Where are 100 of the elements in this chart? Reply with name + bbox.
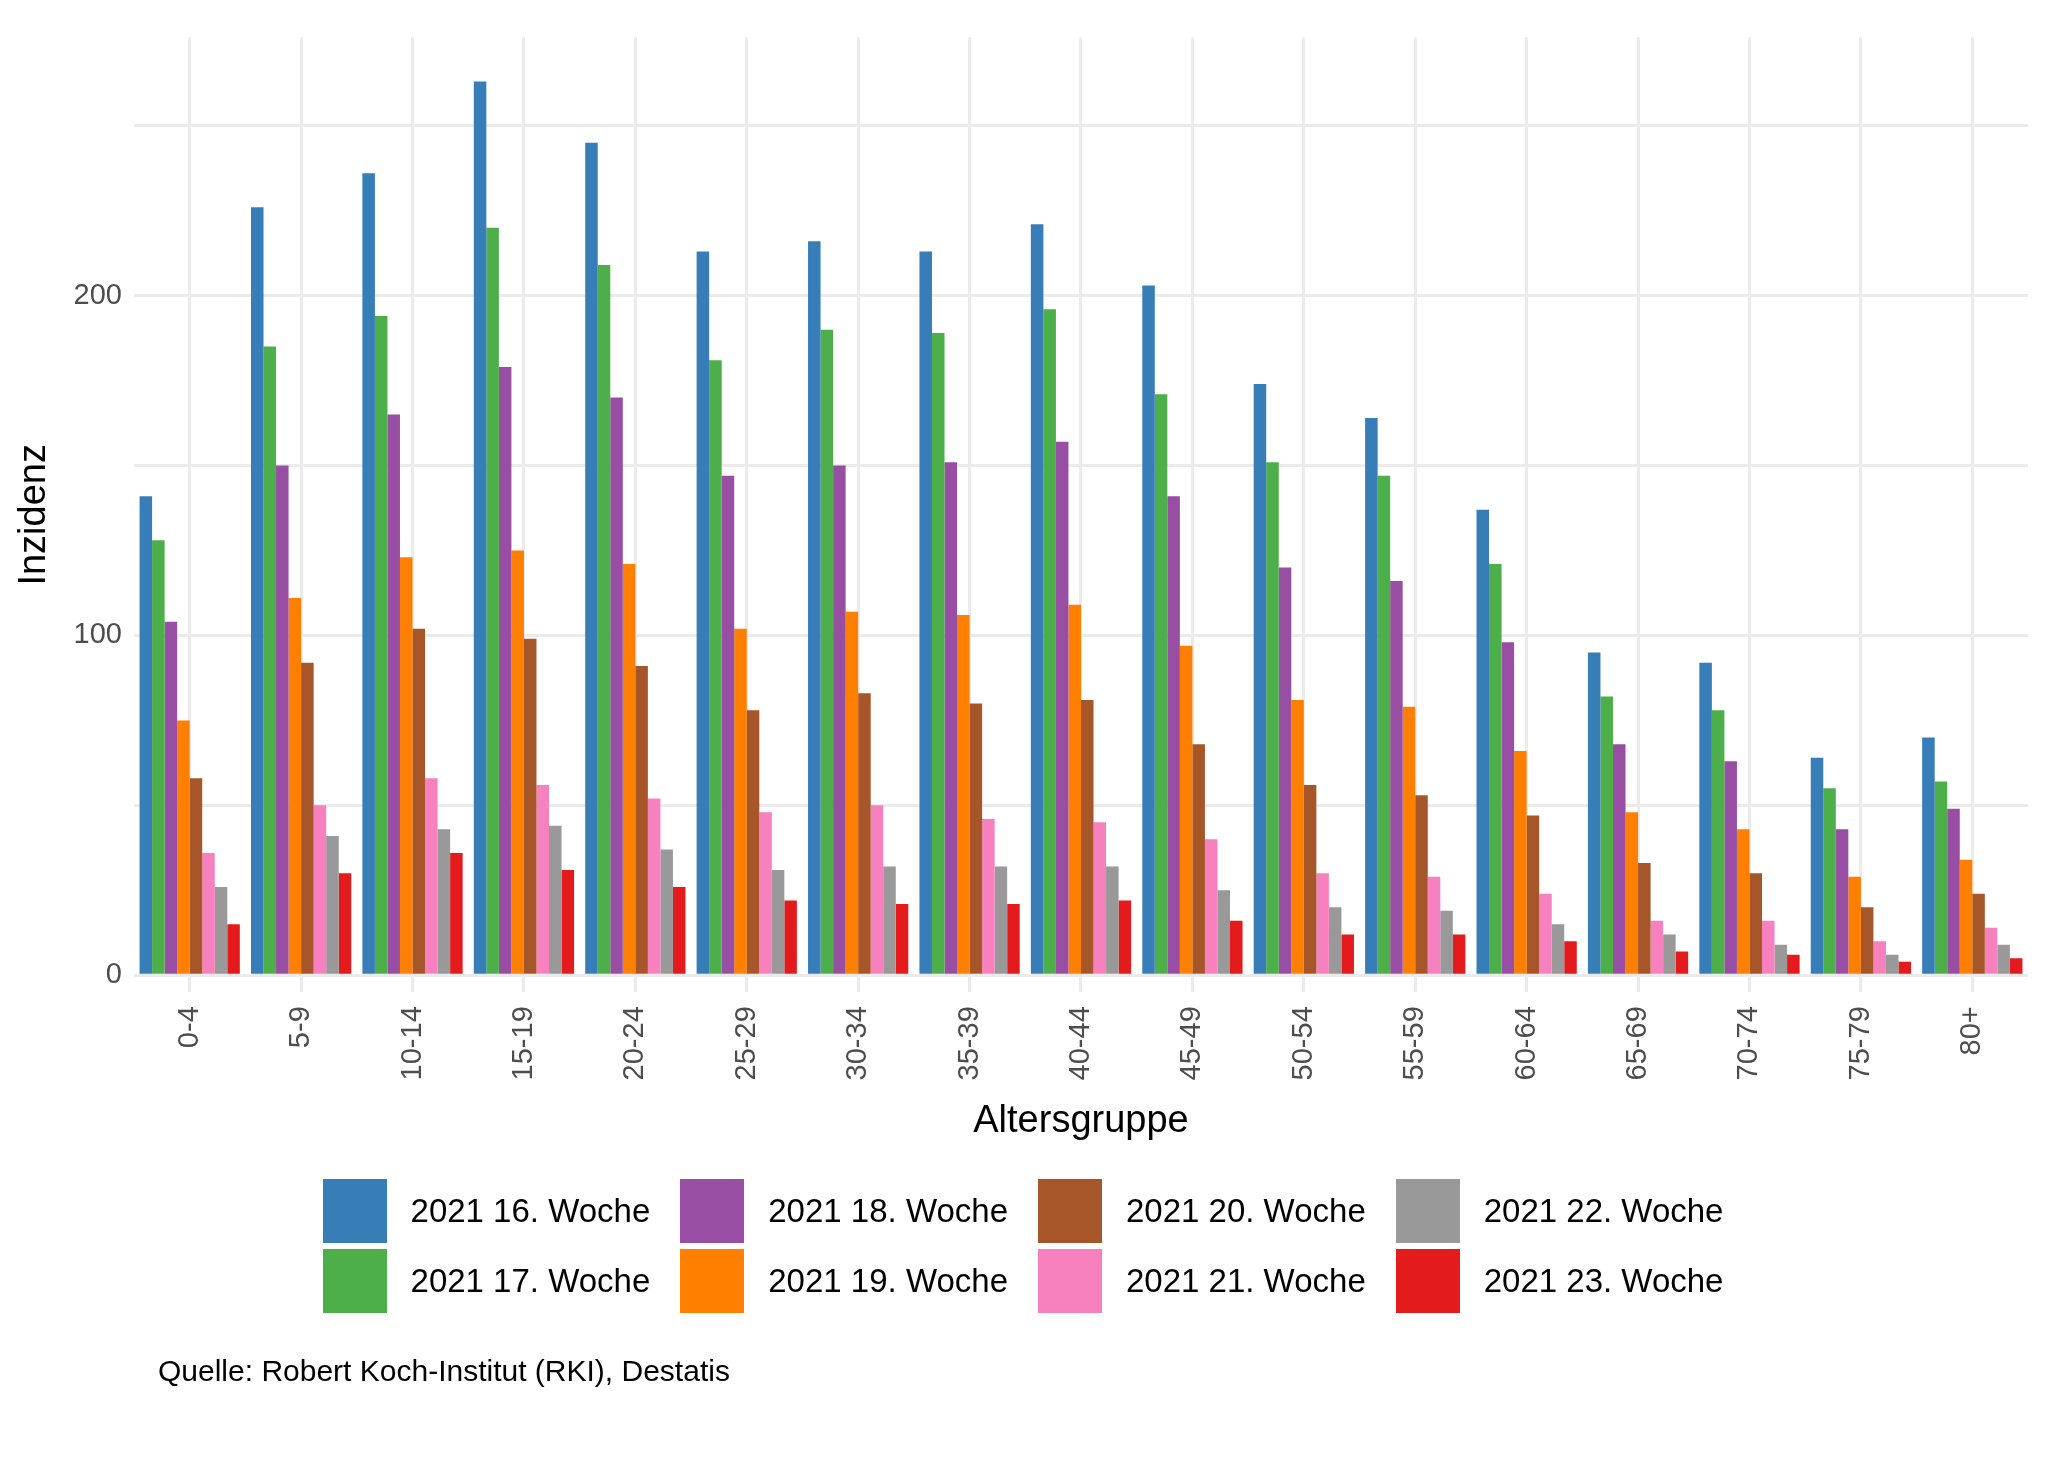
bar [784,900,797,974]
bar [1860,907,1874,974]
y-tick-label: 0 [105,957,122,990]
bar [957,615,970,974]
bar [833,465,846,974]
bar [362,173,375,974]
source-note: Quelle: Robert Koch-Institut (RKI), Destatis [158,1354,731,1388]
x-tick-label: 5-9 [283,1006,316,1049]
bar [1068,604,1081,974]
bar [1440,910,1453,974]
y-axis-title: Inzidenz [11,444,54,586]
bar [164,621,178,974]
x-tick-label: 70-74 [1731,1006,1764,1081]
legend-label: 2021 16. Woche [410,1192,651,1230]
bar [263,346,277,974]
bar [1217,890,1231,974]
bar [1638,863,1651,974]
bar [1762,920,1775,974]
bar [982,818,995,974]
bar [1600,696,1613,974]
bar [1526,815,1540,974]
x-tick-label: 15-19 [505,1006,538,1081]
legend-label: 2021 19. Woche [768,1262,1008,1300]
bar [647,798,661,974]
bar [1749,873,1762,974]
bar [1106,866,1119,974]
bar [1341,934,1354,974]
bar [1402,706,1416,974]
x-tick-label: 50-54 [1285,1006,1318,1081]
bar [374,316,388,974]
bar [561,869,575,974]
x-tick-label: 60-64 [1508,1006,1541,1081]
bar [139,496,153,974]
legend-label: 2021 17. Woche [410,1262,651,1300]
bar [511,550,524,974]
bar [1587,652,1601,974]
bar [820,329,834,974]
bar [437,829,451,974]
bar [1093,822,1107,974]
bar [1501,642,1515,974]
bar [672,886,686,974]
x-tick-label: 35-39 [951,1006,984,1081]
bar [1303,784,1317,974]
bar [227,924,240,974]
bar [399,557,413,974]
bar [1377,475,1391,974]
bar [931,333,945,974]
bar [1230,920,1243,974]
bar [1080,700,1094,974]
x-tick-label: 45-49 [1174,1006,1207,1081]
bar [536,784,549,974]
bar [895,903,909,974]
bar [808,241,821,974]
bar [425,778,438,974]
bar [1947,808,1960,974]
bar [1873,941,1886,974]
bar [585,142,598,974]
bar [696,251,710,974]
x-tick-label: 30-34 [840,1006,873,1081]
bar [523,638,537,974]
bar [202,852,215,974]
x-axis-title: Altersgruppe [973,1097,1189,1140]
bar [549,825,562,974]
bar [152,540,165,974]
bar [1154,394,1168,974]
bar [189,778,203,974]
bar [759,812,772,974]
bar [313,805,327,974]
bar [1848,876,1861,974]
bar [1278,567,1292,974]
bar [1514,750,1527,974]
bar [177,720,190,974]
bar [610,397,623,974]
bar [1007,903,1020,974]
bar [709,360,722,974]
bar [1774,944,1788,974]
x-tick-label: 20-24 [617,1006,650,1081]
bar [1650,920,1664,974]
bar [1724,761,1737,974]
bar [288,598,302,974]
bar [622,564,636,974]
bar [1427,876,1441,974]
x-tick-label: 40-44 [1062,1006,1095,1081]
x-tick-label: 75-79 [1842,1006,1875,1081]
bar [387,414,400,974]
bar [944,462,958,974]
bar [1204,839,1218,974]
bar [1663,934,1676,974]
bar [1810,757,1824,974]
bar [1030,224,1044,974]
legend-label: 2021 23. Woche [1483,1262,1724,1300]
bar [845,611,859,974]
bar [1551,924,1565,974]
bar [1625,812,1639,974]
bar [1118,900,1132,974]
bar [1984,927,1998,974]
bar [1167,496,1180,974]
bar [1452,934,1466,974]
bar [660,849,673,974]
bar [1675,951,1689,974]
